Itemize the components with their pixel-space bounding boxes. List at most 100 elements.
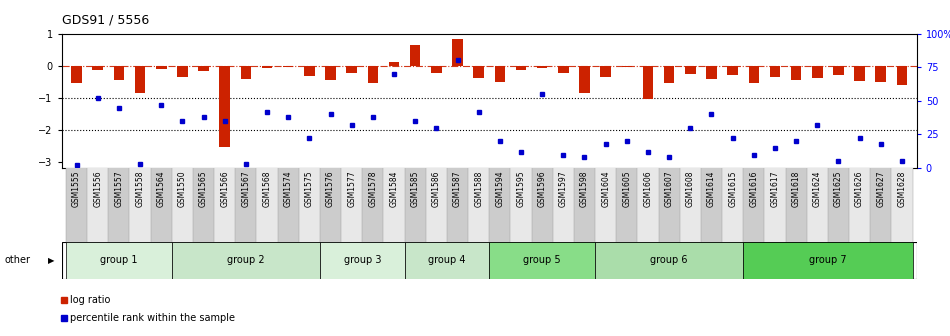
Text: GSM1596: GSM1596 [538,170,546,207]
Bar [897,66,907,85]
Bar [219,66,230,147]
Bar [854,66,865,81]
Text: GSM1617: GSM1617 [770,170,779,207]
Bar [833,66,844,75]
Bar [664,66,674,83]
Text: group 5: group 5 [523,255,560,265]
Bar [405,242,489,279]
Bar [362,168,384,242]
Text: group 6: group 6 [651,255,688,265]
Text: GSM1615: GSM1615 [728,170,737,207]
Bar [199,66,209,71]
Bar [706,66,716,79]
Bar [325,66,335,80]
Bar [807,168,827,242]
Text: GDS91 / 5556: GDS91 / 5556 [62,13,149,27]
Text: group 3: group 3 [344,255,381,265]
Bar [600,66,611,77]
Bar [489,168,510,242]
Bar [489,242,595,279]
Bar [658,168,679,242]
Bar [135,66,145,93]
Bar [891,168,913,242]
Text: group 7: group 7 [809,255,846,265]
Text: group 2: group 2 [227,255,265,265]
Text: GSM1576: GSM1576 [326,170,335,207]
Text: GSM1565: GSM1565 [200,170,208,207]
Text: GSM1597: GSM1597 [559,170,568,207]
Text: GSM1598: GSM1598 [580,170,589,207]
Bar [341,168,362,242]
Text: GSM1550: GSM1550 [178,170,187,207]
Text: GSM1566: GSM1566 [220,170,229,207]
Text: group 4: group 4 [428,255,466,265]
Bar [299,168,320,242]
Bar [172,242,320,279]
Bar [749,66,759,83]
Text: GSM1567: GSM1567 [241,170,251,207]
Bar [728,66,738,75]
Bar [468,168,489,242]
Bar [304,66,314,76]
Text: GSM1588: GSM1588 [474,170,484,207]
Text: GSM1594: GSM1594 [495,170,504,207]
Bar [849,168,870,242]
Bar [214,168,236,242]
Text: percentile rank within the sample: percentile rank within the sample [70,313,235,323]
Bar [722,168,743,242]
Bar [574,168,595,242]
Bar [66,168,87,242]
Text: GSM1604: GSM1604 [601,170,610,207]
Text: GSM1626: GSM1626 [855,170,864,207]
Bar [452,39,463,66]
Text: GSM1627: GSM1627 [876,170,885,207]
Bar [685,66,695,74]
Bar [495,66,505,82]
Bar [172,168,193,242]
Bar [510,168,532,242]
Text: GSM1628: GSM1628 [898,170,906,207]
Bar [177,66,188,77]
Bar [595,242,743,279]
Bar [283,66,294,67]
Bar [426,168,446,242]
Text: GSM1564: GSM1564 [157,170,165,207]
Bar [320,242,405,279]
Bar [637,168,658,242]
Text: GSM1625: GSM1625 [834,170,843,207]
Bar [765,168,786,242]
Bar [827,168,849,242]
Bar [643,66,654,99]
Text: GSM1578: GSM1578 [369,170,377,207]
Bar [347,66,357,73]
Text: GSM1556: GSM1556 [93,170,103,207]
Text: log ratio: log ratio [70,295,110,305]
Text: GSM1607: GSM1607 [665,170,674,207]
Bar [71,66,82,83]
Bar [553,168,574,242]
Text: GSM1577: GSM1577 [347,170,356,207]
Text: GSM1584: GSM1584 [390,170,398,207]
Bar [277,168,299,242]
Text: GSM1557: GSM1557 [114,170,124,207]
Text: GSM1595: GSM1595 [517,170,525,207]
Bar [431,66,442,73]
Bar [389,62,399,66]
Text: GSM1605: GSM1605 [622,170,632,207]
Bar [405,168,426,242]
Bar [409,45,421,66]
Bar [87,168,108,242]
Bar [473,66,484,78]
Bar [770,66,780,77]
Text: GSM1616: GSM1616 [750,170,758,207]
Bar [114,66,124,80]
Bar [876,66,886,82]
Bar [240,66,251,79]
Text: ▶: ▶ [48,256,54,265]
Bar [151,168,172,242]
Text: GSM1624: GSM1624 [813,170,822,207]
Bar [384,168,405,242]
Bar [743,168,765,242]
Text: GSM1575: GSM1575 [305,170,314,207]
Bar [156,66,166,70]
